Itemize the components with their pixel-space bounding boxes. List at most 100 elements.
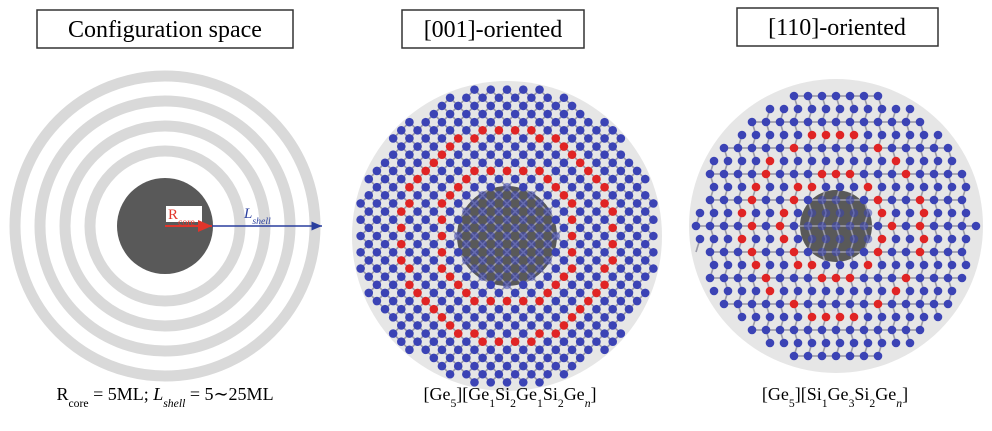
atom [430,321,439,330]
atom [608,337,617,346]
atom [734,196,743,205]
atom [808,287,817,296]
atom [495,224,504,233]
atom [413,289,422,298]
atom [762,144,771,153]
atom [568,313,577,322]
atom [495,93,504,102]
atom [706,196,715,205]
atom [790,222,799,231]
atom [902,144,911,153]
atom [804,352,813,361]
atom [738,261,747,270]
atom [748,326,757,335]
text-run: Ge [564,384,585,404]
atom [421,150,430,159]
atom [892,105,901,114]
atom [878,209,887,218]
atom [706,274,715,283]
atom [381,175,390,184]
atom [874,118,883,127]
atom [860,300,869,309]
atom [470,313,479,322]
atom [916,196,925,205]
atom [920,157,929,166]
atom [511,191,520,200]
atom [446,337,455,346]
atom [776,144,785,153]
atom [560,337,569,346]
atom [446,175,455,184]
atom [527,110,536,119]
atom [405,232,414,241]
atom [438,199,447,208]
atom [495,305,504,314]
atom [527,191,536,200]
atom [486,264,495,273]
atom [519,280,528,289]
text-run: [Ge [423,384,450,404]
text-run: ] [902,384,908,404]
atom [438,297,447,306]
atom [486,346,495,355]
atom [584,346,593,355]
atom [836,183,845,192]
atom [888,196,897,205]
atom [560,207,569,216]
atom [592,321,601,330]
atom [920,183,929,192]
atom [560,256,569,265]
atom [641,272,650,281]
atom [478,256,487,265]
atom [503,134,512,143]
atom [446,93,455,102]
atom [560,354,569,363]
atom [850,209,859,218]
atom [503,232,512,241]
atom [822,235,831,244]
atom [944,222,953,231]
atom [568,232,577,241]
atom [804,300,813,309]
atom [600,248,609,257]
atom [608,159,617,168]
atom [356,232,365,241]
atom [818,300,827,309]
atom [535,134,544,143]
atom [649,248,658,257]
atom [888,274,897,283]
atom [527,207,536,216]
atom [944,196,953,205]
atom [535,280,544,289]
atom [405,215,414,224]
atom [462,207,471,216]
atom [430,240,439,249]
atom [470,183,479,192]
atom [738,131,747,140]
figure: RcoreLshell Configuration space [001]-or… [0,0,992,431]
atom [535,183,544,192]
text-run: ][Si [795,384,822,404]
atom [818,274,827,283]
atom [888,144,897,153]
atom [874,352,883,361]
text-run: Si [543,384,558,404]
atom [710,183,719,192]
atom [850,313,859,322]
atom [776,248,785,257]
atom [438,134,447,143]
atom [625,272,634,281]
text-run: Ge [875,384,896,404]
atom [822,131,831,140]
atom [734,222,743,231]
atom [535,85,544,94]
atom [430,126,439,135]
atom [462,191,471,200]
atom [906,183,915,192]
atom [790,170,799,179]
atom [454,150,463,159]
atom [413,256,422,265]
atom [446,159,455,168]
atom [822,105,831,114]
atom [617,183,626,192]
